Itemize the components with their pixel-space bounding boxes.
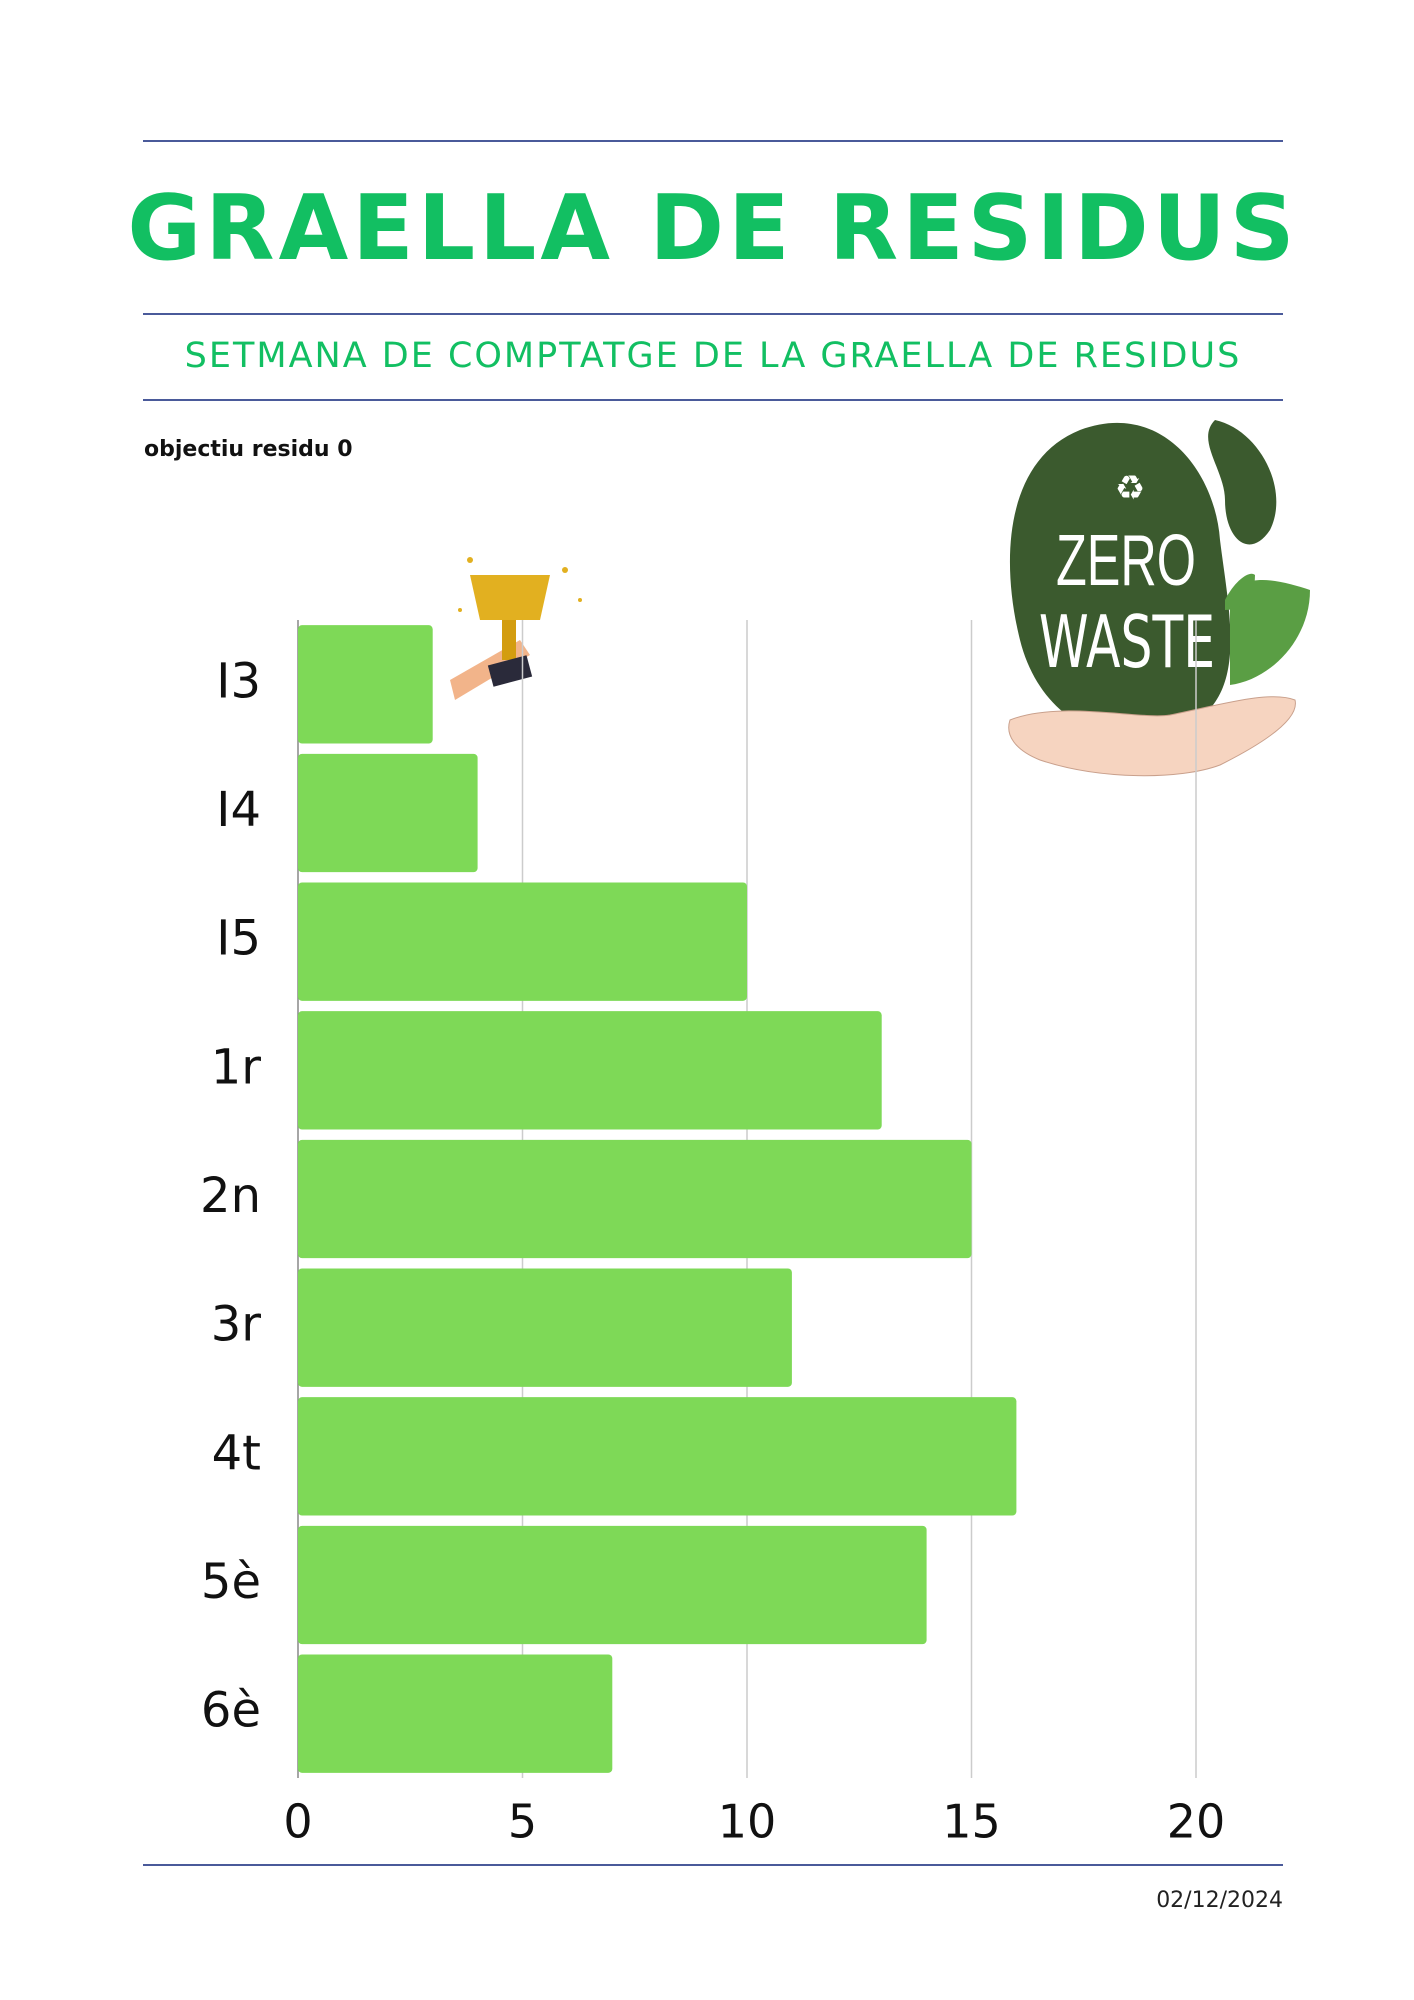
y-tick-label: I5 [216, 911, 261, 967]
x-tick-label: 0 [283, 1795, 312, 1849]
date: 02/12/2024 [1156, 1888, 1283, 1913]
trophy [450, 557, 582, 700]
logo-text: WASTE [1039, 600, 1215, 685]
bar [298, 1139, 972, 1259]
bar [298, 882, 747, 1001]
y-tick-label: I3 [216, 653, 261, 709]
y-tick-label: 1r [211, 1039, 262, 1095]
y-tick-label: 6è [201, 1683, 261, 1739]
y-tick-label: 2n [200, 1168, 261, 1224]
bar [298, 1011, 882, 1130]
bar [298, 625, 433, 744]
x-tick-label: 5 [508, 1795, 537, 1849]
bar [298, 753, 478, 873]
chart: 0 5 10 15 20 I3 I4 I5 1r 2n 3r 4t 5è 6è [200, 620, 1225, 1849]
x-tick-label: 20 [1167, 1795, 1226, 1849]
subtitle: SETMANA DE COMPTATGE DE LA GRAELLA DE RE… [185, 336, 1242, 376]
bar [298, 1525, 927, 1645]
x-tick-label: 10 [718, 1795, 777, 1849]
zero-waste-logo: ♻ ZERO WASTE [1008, 420, 1310, 777]
title: GRAELLA DE RESIDUS [127, 176, 1298, 281]
y-tick-label: 5è [201, 1554, 261, 1610]
svg-text:♻: ♻ [1115, 469, 1145, 509]
x-tick-label: 15 [942, 1795, 1001, 1849]
bar [298, 1397, 1017, 1516]
y-tick-label: 3r [211, 1297, 262, 1353]
bar [298, 1268, 792, 1387]
bar [298, 1654, 613, 1773]
y-tick-label: 4t [212, 1425, 261, 1481]
logo-text: ZERO [1056, 521, 1196, 601]
note: objectiu residu 0 [144, 437, 353, 462]
y-tick-label: I4 [216, 782, 261, 838]
